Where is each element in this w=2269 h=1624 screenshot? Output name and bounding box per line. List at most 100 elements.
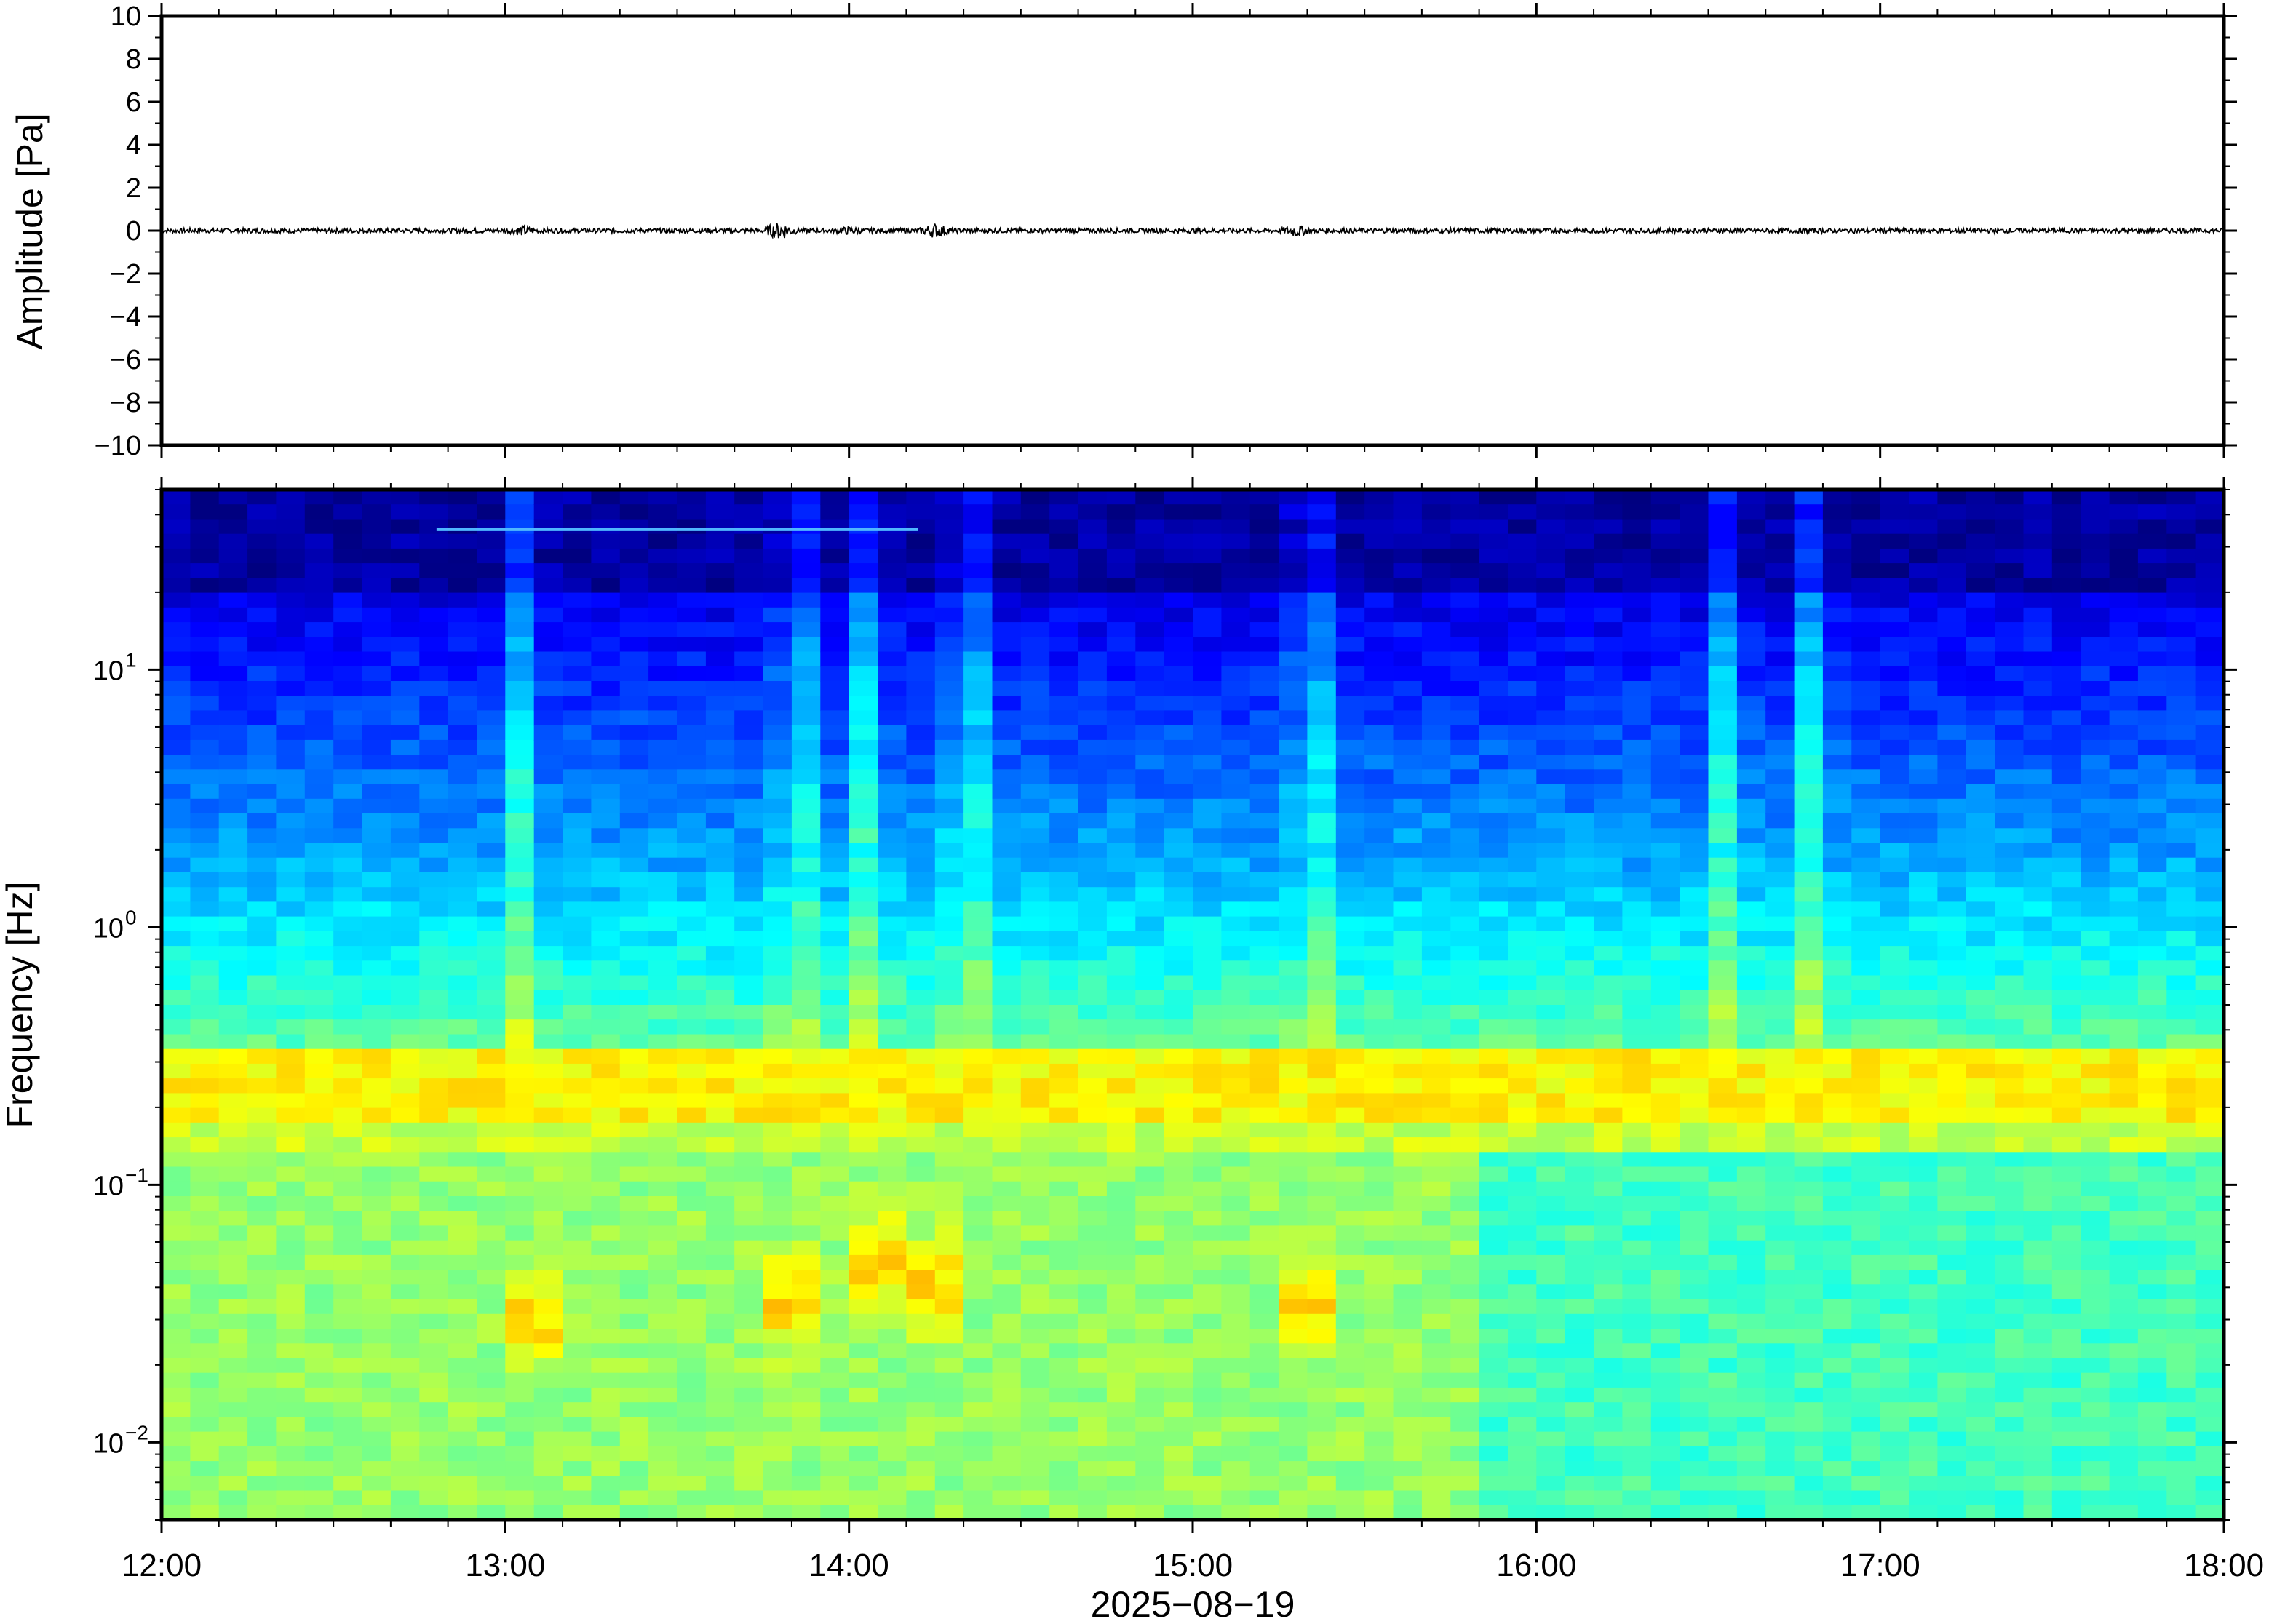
spectrogram-cell [1078,1343,1108,1359]
spectrogram-cell [1364,1490,1394,1506]
spectrogram-cell [2137,739,2168,755]
spectrogram-cell [1335,637,1365,653]
spectrogram-cell [304,1137,334,1153]
spectrogram-cell [1106,490,1137,505]
spectrogram-cell [963,681,993,696]
spectrogram-cell [477,1387,506,1403]
spectrogram-cell [2051,519,2081,535]
spectrogram-cell [1364,769,1394,785]
spectrogram-cell [1450,843,1480,859]
spectrogram-cell [1708,960,1738,976]
spectrogram-cell [1078,843,1108,859]
spectrogram-cell [1221,1329,1251,1344]
spectrogram-cell [1479,1270,1509,1286]
spectrogram-cell [477,887,506,903]
spectrogram-cell [1650,901,1680,918]
spectrogram-cell [963,519,993,535]
spectrogram-cell [1479,710,1509,726]
spectrogram-cell [1937,872,1967,888]
spectrogram-cell [190,1476,220,1492]
spectrogram-cell [247,1299,277,1315]
spectrogram-cell [1680,975,1709,991]
spectrogram-cell [448,769,477,785]
spectrogram-cell [1909,637,1939,653]
spectrogram-cell [276,813,306,829]
spectrogram-cell [992,1270,1022,1286]
spectrogram-cell [1106,1166,1137,1182]
spectrogram-cell [304,857,334,873]
spectrogram-cell [1020,592,1050,608]
spectrogram-cell [1106,651,1137,667]
spectrogram-cell [705,1152,736,1168]
spectrogram-cell [304,872,334,888]
spectrogram-cell [1995,1019,2024,1035]
spectrogram-cell [619,710,649,726]
spectrogram-cell [1307,1446,1337,1462]
spectrogram-cell [505,975,535,991]
spectrogram-cell [677,1122,707,1138]
spectrogram-cell [505,533,535,549]
spectrogram-cell [1508,519,1538,535]
spectrogram-cell [1421,681,1452,696]
spectrogram-cell [1909,1461,1939,1477]
spectrogram-cell [906,1299,936,1315]
spectrogram-cell [619,1034,649,1050]
spectrogram-cell [1307,1505,1337,1521]
spectrogram-cell [276,1461,306,1477]
spectrogram-cell [190,1240,220,1256]
spectrogram-cell [190,798,220,814]
spectrogram-cell [992,490,1022,505]
spectrogram-cell [677,857,707,873]
spectrogram-cell [2109,1211,2139,1227]
spectrogram-cell [1995,1358,2024,1374]
spectrogram-cell [963,1005,993,1020]
spectrogram-cell [1880,990,1910,1006]
spectrogram-cell [1049,1505,1079,1521]
spectrogram-cell [2109,872,2139,888]
spectrogram-cell [1393,769,1423,785]
spectrogram-cell [218,592,248,608]
spectrogram-cell [1708,637,1738,653]
spectrogram-cell [477,1181,506,1197]
spectrogram-cell [1393,533,1423,549]
spectrogram-cell [1565,490,1594,505]
spectrogram-cell [1995,1299,2024,1315]
spectrogram-cell [1307,1284,1337,1300]
spectrogram-cell [619,1019,649,1035]
spectrogram-cell [1221,710,1251,726]
spectrogram-cell [1479,1505,1509,1521]
spectrogram-cell [1049,1417,1079,1433]
spectrogram-cell [878,1211,907,1227]
spectrogram-cell [1622,1490,1652,1506]
spectrogram-cell [304,725,334,741]
spectrogram-cell [763,651,792,667]
spectrogram-cell [1307,1107,1337,1123]
spectrogram-cell [1909,710,1939,726]
spectrogram-cell [1650,960,1680,976]
spectrogram-cell [849,607,878,623]
spectrogram-cell [1565,1270,1594,1286]
spectrogram-cell [1594,887,1624,903]
spectrogram-cell [591,666,621,682]
spectrogram-cell [1622,563,1652,579]
spectrogram-cell [1421,637,1452,653]
spectrogram-cell [1822,563,1853,579]
spectrogram-cell [1536,1284,1566,1300]
spectrogram-cell [1221,916,1251,932]
spectrogram-cell [1020,1490,1050,1506]
spectrogram-cell [1364,1402,1394,1418]
spectrogram-cell [1937,1402,1967,1418]
spectrogram-cell [1479,548,1509,564]
spectrogram-cell [2081,490,2110,505]
spectrogram-cell [419,1417,449,1433]
spectrogram-cell [304,755,334,771]
spectrogram-cell [934,1034,964,1050]
spectrogram-cell [304,1078,334,1094]
spectrogram-cell [1650,504,1680,520]
spectrogram-cell [1937,784,1967,800]
spectrogram-cell [1020,1034,1050,1050]
spectrogram-cell [763,755,792,771]
spectrogram-cell [1822,1490,1853,1506]
spectrogram-cell [1822,1461,1853,1477]
spectrogram-cell [992,1078,1022,1094]
